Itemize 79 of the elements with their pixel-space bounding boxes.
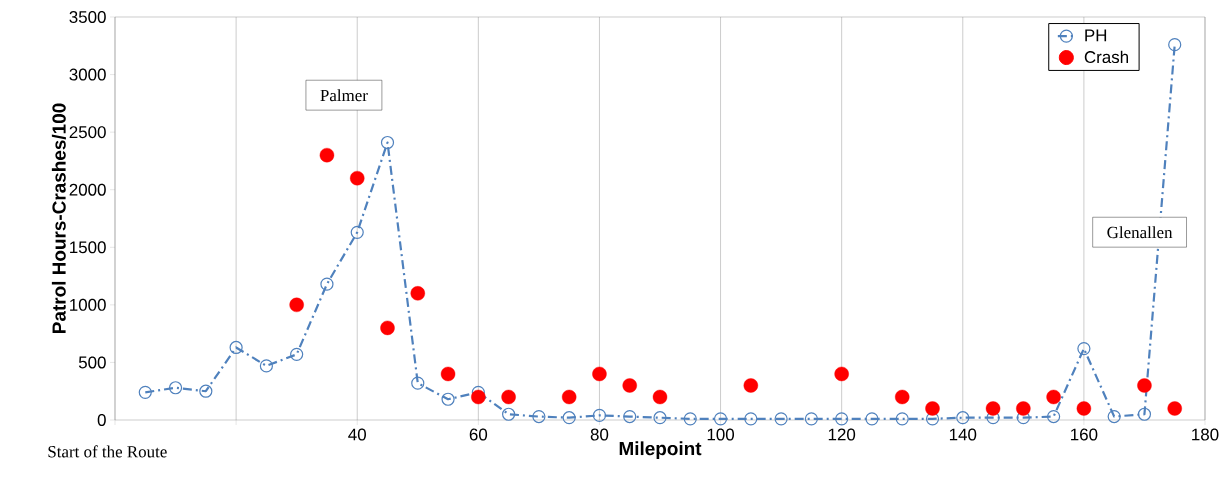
point — [744, 412, 758, 426]
point — [592, 366, 607, 382]
point — [350, 171, 365, 186]
annotation: Glenallen — [1107, 226, 1173, 239]
y-tick-label: 2500 — [69, 126, 106, 139]
x-tick-label: 160 — [1071, 428, 1098, 441]
point — [320, 277, 334, 291]
y-tick-label: 3500 — [69, 11, 106, 23]
point — [774, 412, 788, 426]
point — [1107, 409, 1121, 424]
point — [623, 409, 637, 424]
y-axis-title: Patrol Hours-Crashes/100 — [51, 103, 66, 333]
text: Start of the Route — [48, 445, 167, 458]
point — [925, 412, 940, 426]
point — [532, 409, 546, 424]
y-tick-label: 1000 — [70, 298, 106, 311]
point — [1168, 38, 1182, 52]
point — [501, 389, 516, 405]
point — [653, 411, 667, 425]
legend-label: PH — [1085, 29, 1107, 42]
point — [622, 378, 637, 393]
y-tick-label: 0 — [97, 414, 106, 426]
point — [713, 412, 728, 426]
y-tick-label: 500 — [78, 356, 106, 369]
point — [743, 378, 759, 393]
point — [411, 376, 425, 390]
x-tick-label: 120 — [828, 428, 856, 441]
x-tick-label: 80 — [590, 428, 609, 441]
y-tick-label: 1500 — [70, 241, 106, 254]
point — [865, 412, 879, 426]
point — [259, 359, 273, 373]
x-tick-label: 140 — [949, 428, 977, 441]
point — [138, 385, 152, 399]
x-tick-label: 180 — [1192, 428, 1219, 441]
x-tick-label: 60 — [469, 428, 488, 441]
x-tick-label: 40 — [348, 428, 366, 441]
point — [652, 389, 668, 405]
point — [1046, 389, 1061, 405]
point — [319, 147, 335, 163]
legend-label: Crash — [1084, 50, 1128, 64]
point — [683, 412, 697, 426]
point — [440, 366, 456, 382]
point — [1076, 401, 1092, 416]
point — [290, 347, 304, 361]
point — [834, 366, 849, 382]
point — [835, 412, 849, 426]
point — [561, 389, 577, 405]
x-tick-label: 100 — [707, 428, 735, 441]
y-tick-label: 3000 — [69, 68, 106, 81]
point — [199, 384, 213, 398]
point — [410, 286, 425, 301]
point — [562, 411, 576, 425]
point — [986, 411, 1000, 425]
point — [895, 412, 909, 426]
point — [289, 297, 304, 313]
point — [229, 340, 243, 355]
point — [956, 411, 970, 425]
point — [380, 135, 395, 150]
y-tick-label: 2000 — [69, 183, 106, 196]
point — [1137, 378, 1152, 393]
point — [925, 401, 940, 416]
point — [1167, 401, 1182, 416]
point — [1137, 407, 1152, 421]
x-axis-title: Milepoint — [619, 441, 702, 459]
point — [502, 407, 516, 421]
point — [1047, 409, 1061, 424]
point — [350, 225, 364, 239]
point — [895, 389, 910, 405]
point — [804, 412, 818, 426]
annotation: Palmer — [320, 89, 368, 102]
point — [441, 392, 455, 406]
point — [1016, 401, 1031, 416]
point — [1016, 411, 1030, 425]
point — [168, 381, 183, 395]
point — [471, 389, 486, 405]
point — [592, 408, 607, 422]
point — [1077, 342, 1091, 356]
point — [985, 401, 1001, 416]
point — [380, 320, 395, 336]
